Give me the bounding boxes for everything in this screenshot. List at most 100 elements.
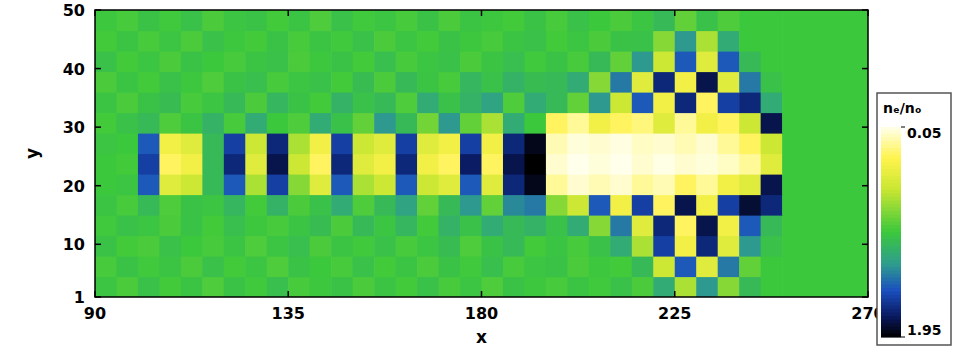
heat-cell [653,133,675,154]
heat-cell [159,72,181,93]
heat-cell [524,215,546,236]
colorbar-step [881,334,901,338]
colorbar-step [881,274,901,278]
heat-cell [245,236,267,257]
heat-cell [567,277,589,298]
heat-cell [181,236,203,257]
colorbar-tick-label: 1.95 [907,322,942,338]
heat-cell [718,113,740,134]
heat-cell [546,92,568,113]
heat-cell [116,31,138,52]
heat-cell [675,133,697,154]
heat-cell [503,72,525,93]
heat-cell [610,31,632,52]
heat-cell [224,10,246,31]
heat-cell [353,154,375,175]
colorbar-step [881,222,901,226]
heat-cell [524,154,546,175]
heat-cell [138,236,160,257]
heat-cell [632,215,654,236]
heat-cell [224,113,246,134]
colorbar-step [881,239,901,243]
heat-cell [310,113,332,134]
heat-cell [847,51,868,72]
heat-cell [267,51,289,72]
heat-cell [546,10,568,31]
heat-cell [116,92,138,113]
heat-cell [675,51,697,72]
heat-cell [718,51,740,72]
heat-cell [417,174,439,195]
heat-cell [739,113,761,134]
heat-cell [331,133,353,154]
heat-cell [95,215,117,236]
heat-cell [632,256,654,277]
heat-cell [138,195,160,216]
heat-cell [159,31,181,52]
heat-cell [331,31,353,52]
colorbar-tick [901,337,905,338]
heat-cell [138,72,160,93]
heat-cell [696,195,718,216]
heat-cell [439,277,461,298]
heat-cell [546,72,568,93]
colorbar-step [881,166,901,170]
heat-cell [804,277,826,298]
colorbar-step [881,330,901,334]
colorbar-step [881,187,901,191]
heat-cell [804,72,826,93]
heat-cell [804,133,826,154]
heat-cell [761,174,783,195]
heat-cell [138,215,160,236]
heat-cell [546,31,568,52]
heat-cell [567,256,589,277]
heat-cell [181,215,203,236]
heat-cell [503,10,525,31]
heat-cell [589,133,611,154]
y-tick [862,126,868,128]
y-tick [95,9,101,11]
y-tick [862,9,868,11]
heat-cell [546,215,568,236]
heat-cell [761,133,783,154]
heat-cell [825,72,847,93]
colorbar-step [881,211,901,215]
heat-cell [181,174,203,195]
heat-cell [288,236,310,257]
colorbar-step [881,299,901,303]
heat-cell [460,215,482,236]
heat-cell [267,256,289,277]
heat-cell [782,277,804,298]
heat-cell [353,174,375,195]
heat-cell [138,256,160,277]
heat-cell [224,195,246,216]
heat-cell [696,277,718,298]
heat-cell [696,31,718,52]
heat-cell [482,92,504,113]
heat-cell [396,31,418,52]
colorbar-step [881,204,901,208]
heat-cell [181,256,203,277]
heat-cell [567,195,589,216]
heat-cell [224,133,246,154]
colorbar-step [881,197,901,201]
heat-cell [825,31,847,52]
heat-cell [718,277,740,298]
heat-cell [310,256,332,277]
heat-cell [503,174,525,195]
heat-cell [632,174,654,195]
heat-cell [417,277,439,298]
heat-cell [589,174,611,195]
colorbar-step [881,162,901,166]
heat-cell [632,277,654,298]
heat-cell [181,277,203,298]
heat-cell [202,31,224,52]
heat-cell [675,31,697,52]
heat-cell [310,31,332,52]
heat-cell [353,236,375,257]
heat-cell [739,51,761,72]
heat-cell [310,51,332,72]
heat-cell [331,72,353,93]
heat-cell [567,215,589,236]
heat-cell [267,154,289,175]
